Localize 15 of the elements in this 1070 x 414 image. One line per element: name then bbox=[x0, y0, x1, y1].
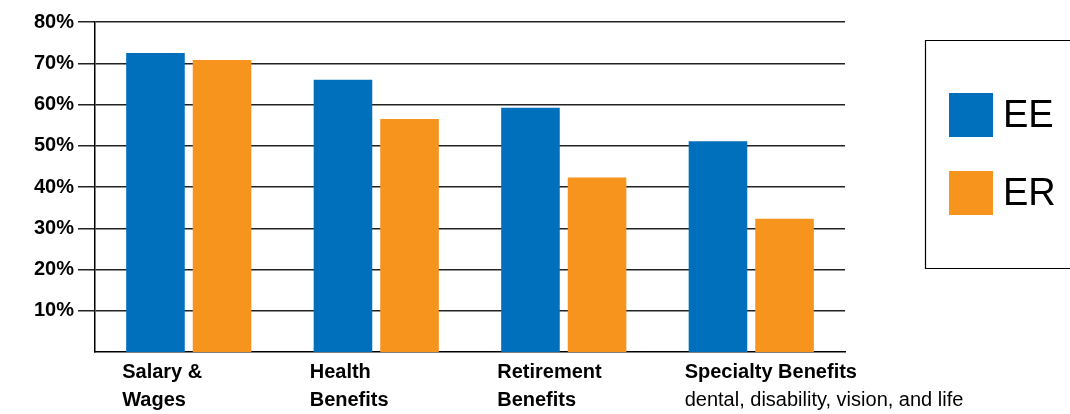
text: dental, disability, vision, and life bbox=[684, 387, 964, 410]
y-tick-label: 60% bbox=[33, 92, 75, 115]
legend-label: EE bbox=[1003, 93, 1054, 136]
x-tick-label: Specialty Benefits bbox=[684, 359, 857, 382]
y-tick-label: 10% bbox=[33, 298, 75, 321]
y-tick-label: 50% bbox=[33, 133, 75, 156]
y-tick-label: 20% bbox=[33, 257, 75, 280]
y-tick-label: 70% bbox=[33, 50, 75, 73]
y-tick-label: 40% bbox=[33, 174, 75, 197]
y-tick-label: 80% bbox=[33, 9, 75, 32]
x-tick-label: Retirement Benefits bbox=[497, 359, 602, 410]
legend-label: ER bbox=[1003, 171, 1056, 214]
x-tick-label: Health Benefits bbox=[309, 359, 389, 410]
y-tick-label: 30% bbox=[33, 215, 75, 238]
x-tick-label: Salary & Wages bbox=[122, 359, 203, 410]
